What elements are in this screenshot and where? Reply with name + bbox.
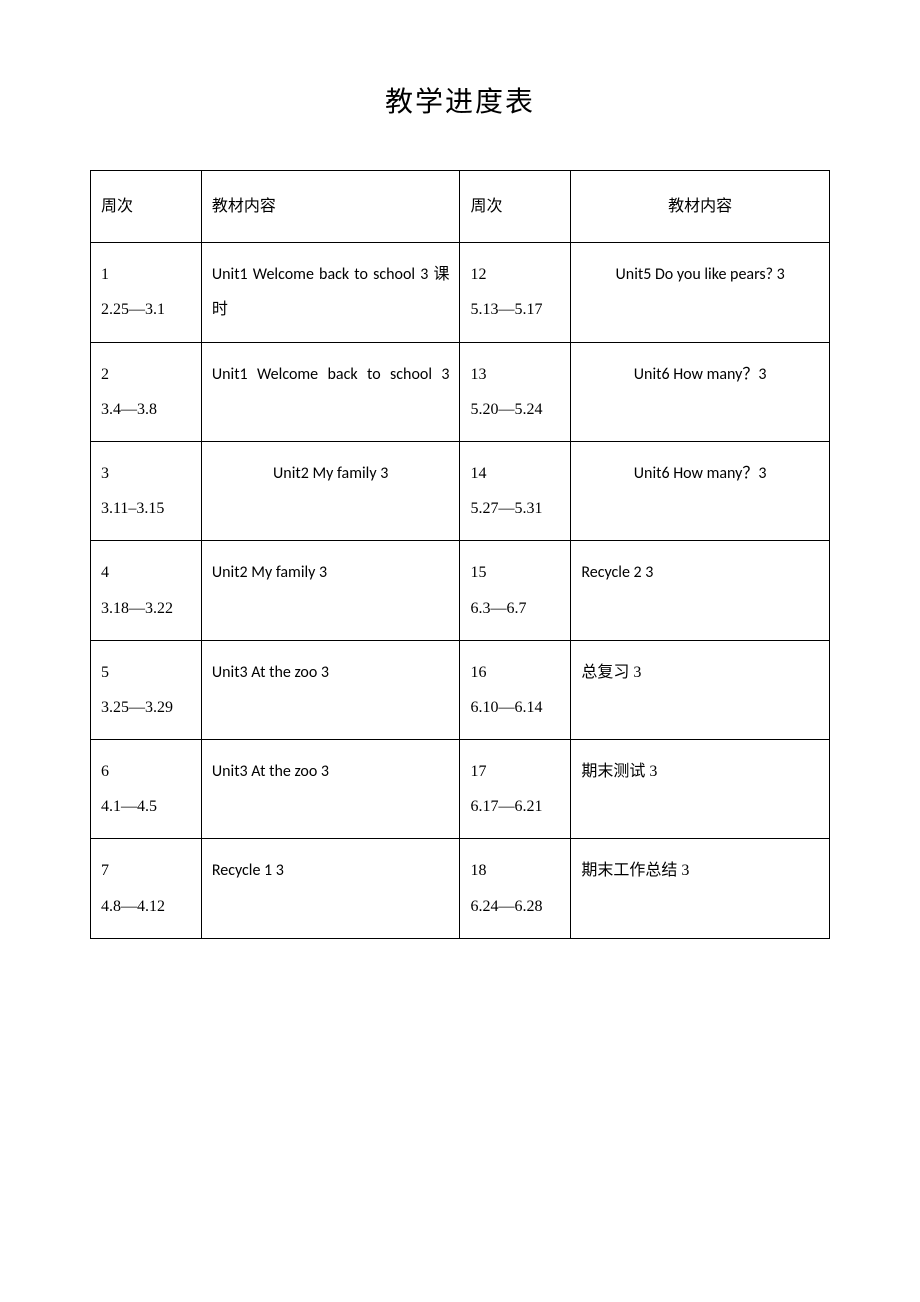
table-row: 53.25—3.29 Unit3 At the zoo 3 166.10—6.1… [91, 640, 830, 739]
table-row: 43.18—3.22 Unit2 My family 3 156.3—6.7 R… [91, 541, 830, 640]
content-left-cell: Unit1 Welcome back to school 3 [201, 342, 460, 441]
content-left-cell: Unit3 At the zoo 3 [201, 640, 460, 739]
week-left-cell: 53.25—3.29 [91, 640, 202, 739]
content-right-cell: 期末测试 3 [571, 740, 830, 839]
content-left-cell: Unit1 Welcome back to school 3 课时 [201, 243, 460, 342]
header-content-left: 教材内容 [201, 171, 460, 243]
table-row: 64.1—4.5 Unit3 At the zoo 3 176.17—6.21 … [91, 740, 830, 839]
content-left-cell: Unit2 My family 3 [201, 541, 460, 640]
content-right-cell: Unit5 Do you like pears? 3 [571, 243, 830, 342]
week-left-cell: 64.1—4.5 [91, 740, 202, 839]
schedule-table: 周次 教材内容 周次 教材内容 12.25—3.1 Unit1 Welcome … [90, 170, 830, 939]
week-right-cell: 156.3—6.7 [460, 541, 571, 640]
week-right-cell: 186.24—6.28 [460, 839, 571, 938]
content-left-cell: Recycle 1 3 [201, 839, 460, 938]
content-left-cell: Unit2 My family 3 [201, 441, 460, 540]
week-left-cell: 74.8—4.12 [91, 839, 202, 938]
week-left-cell: 12.25—3.1 [91, 243, 202, 342]
content-right-cell: 总复习 3 [571, 640, 830, 739]
week-right-cell: 135.20—5.24 [460, 342, 571, 441]
header-week-right: 周次 [460, 171, 571, 243]
header-week-left: 周次 [91, 171, 202, 243]
table-row: 23.4—3.8 Unit1 Welcome back to school 3 … [91, 342, 830, 441]
page-title: 教学进度表 [90, 80, 830, 120]
week-left-cell: 43.18—3.22 [91, 541, 202, 640]
week-right-cell: 145.27—5.31 [460, 441, 571, 540]
table-row: 33.11–3.15 Unit2 My family 3 145.27—5.31… [91, 441, 830, 540]
content-right-cell: Recycle 2 3 [571, 541, 830, 640]
week-left-cell: 23.4—3.8 [91, 342, 202, 441]
week-right-cell: 176.17—6.21 [460, 740, 571, 839]
content-right-cell: 期末工作总结 3 [571, 839, 830, 938]
content-right-cell: Unit6 How many？3 [571, 342, 830, 441]
content-left-cell: Unit3 At the zoo 3 [201, 740, 460, 839]
table-row: 12.25—3.1 Unit1 Welcome back to school 3… [91, 243, 830, 342]
week-left-cell: 33.11–3.15 [91, 441, 202, 540]
week-right-cell: 125.13—5.17 [460, 243, 571, 342]
content-right-cell: Unit6 How many？3 [571, 441, 830, 540]
week-right-cell: 166.10—6.14 [460, 640, 571, 739]
table-row: 74.8—4.12 Recycle 1 3 186.24—6.28 期末工作总结… [91, 839, 830, 938]
table-header-row: 周次 教材内容 周次 教材内容 [91, 171, 830, 243]
header-content-right: 教材内容 [571, 171, 830, 243]
